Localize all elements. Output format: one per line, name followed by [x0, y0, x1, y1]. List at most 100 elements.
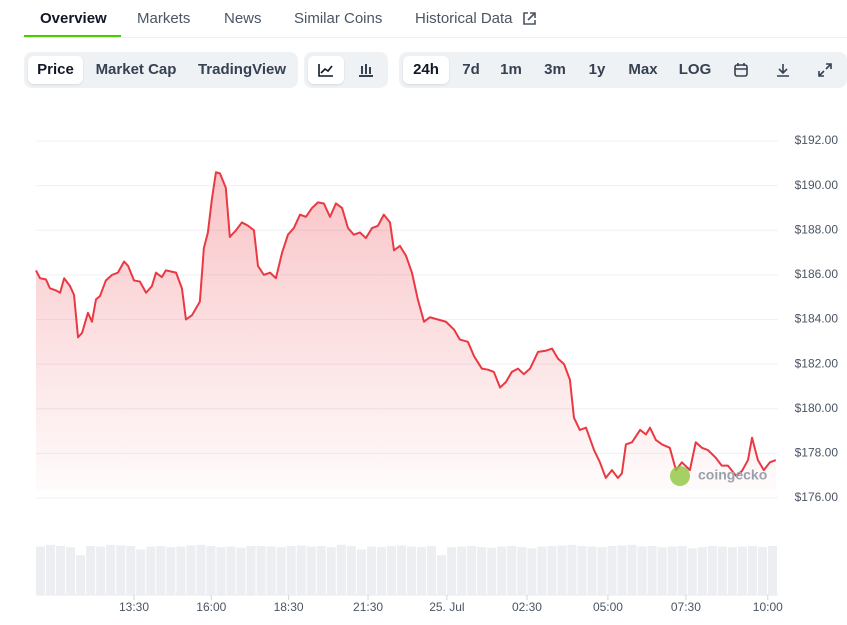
y-tick-label: $190.00 [795, 178, 839, 192]
volume-bar [427, 545, 437, 595]
volume-bar [687, 548, 697, 595]
volume-bar [567, 544, 577, 595]
fullscreen-button[interactable] [809, 56, 841, 84]
x-tick-label: 07:30 [671, 600, 701, 614]
volume-bar [447, 547, 457, 595]
volume-bar [336, 544, 346, 595]
y-tick-label: $188.00 [795, 222, 839, 236]
volume-bar [66, 547, 76, 595]
x-tick-label: 18:30 [274, 600, 304, 614]
volume-bar [366, 546, 376, 595]
tab[interactable]: Markets [137, 10, 191, 27]
volume-bar [136, 549, 146, 595]
volume-bar [717, 546, 727, 595]
range-button[interactable]: 24h [403, 56, 449, 84]
range-button[interactable]: LOG [678, 61, 712, 78]
volume-bar [597, 547, 607, 595]
volume-bar [126, 545, 136, 595]
volume-bar [206, 545, 216, 595]
range-group: 24h 7d 1m 3m 1y Max LOG [399, 52, 847, 88]
x-tick-label: 02:30 [512, 600, 542, 614]
volume-bar [537, 546, 547, 595]
volume-bar [306, 546, 316, 595]
mode-button[interactable]: TradingView [197, 61, 287, 78]
volume-bar [587, 546, 597, 595]
volume-bar [517, 547, 527, 595]
mode-group: Price Market Cap TradingView [24, 52, 298, 88]
volume-bar [96, 546, 106, 595]
external-icon [523, 12, 536, 25]
download-button[interactable] [767, 56, 799, 84]
x-tick-label: 16:00 [196, 600, 226, 614]
volume-bar [707, 545, 717, 595]
calendar-button[interactable] [725, 56, 757, 84]
volume-bar [677, 545, 687, 595]
watermark-logo [670, 466, 690, 486]
tab[interactable]: Overview [40, 10, 107, 27]
volume-bar [457, 546, 467, 595]
volume-bar [276, 547, 286, 595]
volume-bar [326, 547, 336, 595]
volume-bar [757, 547, 767, 595]
y-tick-label: $176.00 [795, 490, 839, 504]
volume-bar [146, 546, 156, 595]
mode-button[interactable]: Market Cap [95, 61, 177, 78]
volume-bar [487, 547, 497, 595]
volume-bar [737, 546, 747, 595]
volume-bar [246, 545, 256, 595]
volume-bar [76, 555, 86, 595]
volume-bar [507, 545, 517, 595]
volume-bar [166, 547, 176, 595]
price-line [35, 171, 777, 479]
volume-bar [386, 545, 396, 595]
candle-button[interactable] [348, 56, 384, 84]
volume-bar [196, 544, 206, 595]
range-button[interactable]: 7d [462, 61, 480, 78]
volume-bar [547, 545, 557, 595]
volume-bar [46, 544, 56, 595]
volume-bar [156, 545, 166, 595]
volume-bar [657, 547, 667, 595]
volume-bar [56, 545, 66, 595]
volume-bar [617, 545, 627, 595]
line-button[interactable] [308, 56, 344, 84]
range-button[interactable]: 1m [500, 61, 522, 78]
volume-bar [216, 547, 226, 595]
volume-bar [437, 555, 447, 595]
volume-bar [256, 545, 266, 595]
price-area [36, 172, 776, 491]
x-tick-label: 21:30 [353, 600, 383, 614]
volume-bar [407, 546, 417, 595]
volume-bar [727, 547, 737, 595]
volume-bar [747, 545, 757, 595]
volume-bar [607, 545, 617, 595]
watermark: coingecko [698, 467, 767, 483]
volume-bar [226, 546, 236, 595]
volume-bar [296, 545, 306, 595]
y-tick-label: $180.00 [795, 401, 839, 415]
mode-button[interactable]: Price [28, 56, 83, 84]
volume-bar [557, 545, 567, 595]
range-button[interactable]: Max [628, 61, 658, 78]
tab[interactable]: Historical Data [415, 10, 513, 27]
x-tick-label: 05:00 [593, 600, 623, 614]
volume-bar [356, 549, 366, 595]
range-button[interactable]: 3m [544, 61, 566, 78]
volume-bar [527, 548, 537, 595]
tab[interactable]: Similar Coins [294, 10, 383, 27]
volume-bar [266, 546, 276, 595]
volume-bar [186, 545, 196, 595]
volume-bar [86, 545, 96, 595]
active-indicator [24, 35, 121, 37]
volume-bar [116, 545, 126, 595]
x-tick-label: 10:00 [753, 600, 783, 614]
style-group [304, 52, 388, 88]
volume-bar [697, 547, 707, 595]
tab[interactable]: News [224, 10, 262, 27]
x-tick-label: 13:30 [119, 600, 149, 614]
volume-bar [577, 545, 587, 595]
volume-bar [106, 544, 116, 595]
range-button[interactable]: 1y [588, 61, 606, 78]
volume-bar [176, 546, 186, 595]
